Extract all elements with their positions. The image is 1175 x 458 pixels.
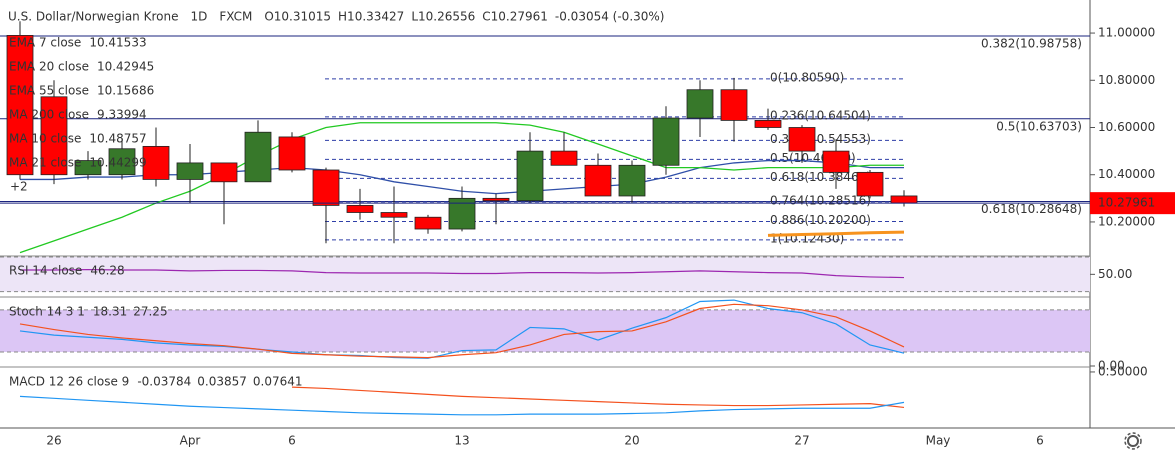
candle-body [244,131,272,183]
ohlc-label: L10.26556 [411,10,475,24]
settings-icon[interactable] [1124,432,1142,450]
candle-body [142,145,170,180]
legend-value: 10.41533 [89,36,146,50]
ohlc-label: H10.33427 [338,10,404,24]
ohlc-label: C10.27961 [482,10,548,24]
legend-value: 10.42945 [97,60,154,74]
legend-value: -0.03784 [137,375,191,389]
level-label: 0.382(10.98758) [981,36,1082,50]
band [0,257,1090,292]
candle-body [482,197,510,202]
y-tick-label: 0.50000 [1098,364,1148,378]
x-tick-label: 6 [288,434,296,448]
fib-label: 0(10.80590) [770,70,844,84]
legend-value: 10.15686 [97,84,154,98]
y-tick-label: 11.00000 [1098,26,1155,40]
line [19,395,905,416]
chart-title: U.S. Dollar/Norwegian Krone [8,10,178,24]
candle-body [414,216,442,230]
candle-body [210,162,238,183]
candle-body [584,164,612,197]
candle-body [618,164,646,197]
candle-body [108,148,136,176]
interval: 1D [190,10,207,24]
legend-value: 27.25 [133,305,167,319]
y-tick-label: 10.80000 [1098,73,1155,87]
y-tick-label: 50.00 [1098,267,1132,281]
legend-name: EMA 20 close [9,60,89,74]
gear-teeth [1124,432,1142,450]
candle-body [40,96,68,176]
legend-name: EMA 7 close [9,36,81,50]
legend-value: 0.07641 [253,375,303,389]
legend-value: 9.33994 [97,108,147,122]
gear [1127,435,1139,447]
candle-body [754,120,782,128]
candle-body [516,150,544,202]
source: FXCM [219,10,252,24]
x-tick-label: 26 [46,434,61,448]
y-tick-label: 0.00 [1098,359,1125,373]
candle-body [890,195,918,204]
candle-body [6,35,34,176]
change: -0.03054 (-0.30%) [555,10,665,24]
y-tick-label: 10.60000 [1098,120,1155,134]
ohlc-label: O10.31015 [264,10,331,24]
candle-body [550,150,578,166]
line [20,268,905,279]
legend-name: MA 10 close [9,132,81,146]
pane-title: MACD 12 26 close 9 [9,375,129,389]
candle-body [652,117,680,166]
candle-body [346,205,374,213]
legend-value: 10.48757 [89,132,146,146]
candle-body [788,127,816,152]
legend-value: 0.03857 [197,375,247,389]
legend-name: EMA 55 close [9,84,89,98]
candle-body [312,169,340,206]
candle-body [686,89,714,119]
fib-label: 0.236(10.64504) [770,108,871,122]
x-tick-label: Apr [180,434,201,448]
y-tick-label: 10.40000 [1098,167,1155,181]
legend-value: 46.28 [90,264,124,278]
legend-name: MA 21 close [9,156,81,170]
line [19,303,905,359]
level-label: 0.618(10.28648) [981,202,1082,216]
x-tick-label: 6 [1036,434,1044,448]
legend-value: 10.44299 [89,156,146,170]
hidden-indicators: +2 [10,180,28,194]
candle-body [278,136,306,171]
candle-body [380,212,408,218]
fib-label: 0.382(10.54553) [770,132,871,146]
fib-label: 0.618(10.38467) [770,170,871,184]
last-price-box [1090,192,1175,215]
line [19,122,904,254]
level-label: 0.5(10.63703) [996,119,1082,133]
line [767,230,905,237]
pane-title: Stoch 14 3 1 [9,305,85,319]
legend-value: 18.31 [93,305,127,319]
candle-body [856,171,884,197]
candle-body [74,160,102,176]
y-tick-label: 10.20000 [1098,214,1155,228]
fib-label: 0.764(10.28516) [770,193,871,207]
pane-title: RSI 14 close [9,264,82,278]
x-tick-label: 13 [454,434,469,448]
candle-body [720,89,748,121]
x-tick-label: 20 [624,434,639,448]
line [291,386,905,409]
candle-body [176,162,204,180]
candle-body [822,150,850,173]
x-tick-label: May [926,434,951,448]
fib-label: 0.886(10.20200) [770,213,871,227]
x-tick-label: 27 [794,434,809,448]
last-price-label: 10.27961 [1098,196,1155,210]
legend-name: MA 200 close [9,108,89,122]
